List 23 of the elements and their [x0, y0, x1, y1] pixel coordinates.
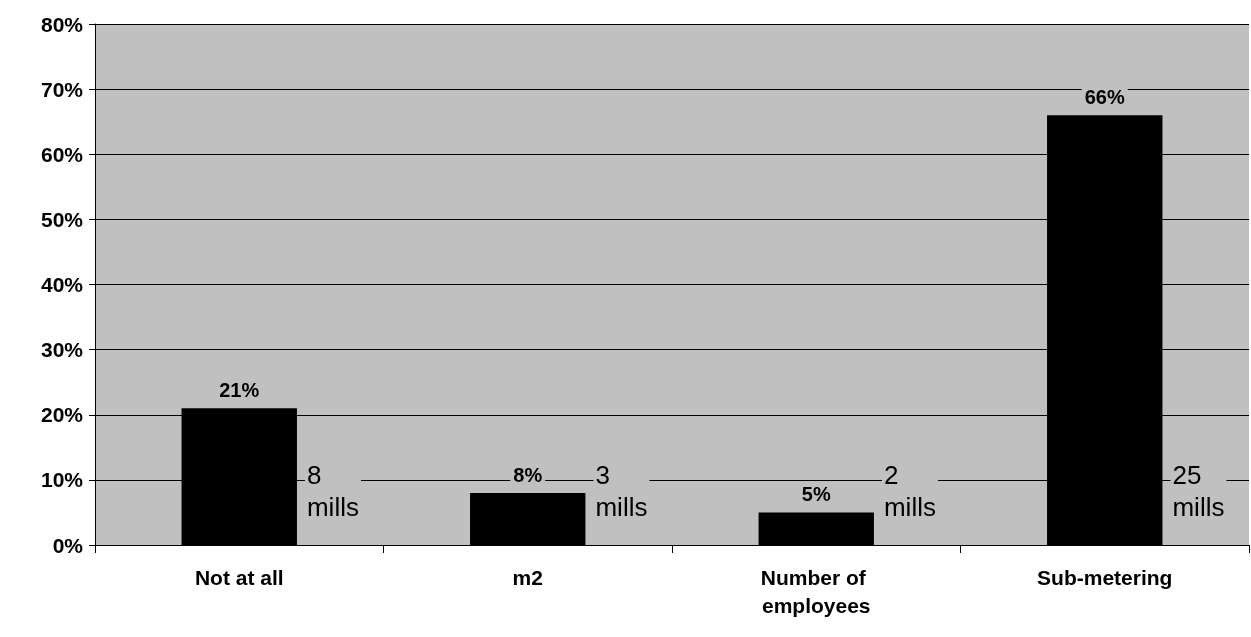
y-tick-label: 80%	[40, 12, 84, 36]
x-tick-label: Number of employees	[760, 565, 872, 617]
annotation: 3 mills	[595, 460, 648, 522]
y-tick-label: 70%	[40, 77, 84, 101]
data-label: 21%	[219, 379, 260, 402]
y-tick-label: 50%	[40, 207, 84, 231]
bar	[470, 492, 586, 545]
y-tick-label: 40%	[40, 273, 84, 296]
x-tick-label: Sub-metering	[1037, 565, 1173, 589]
y-tick-label: 60%	[40, 142, 84, 166]
x-tick-label: Not at all	[194, 565, 284, 589]
annotation: 8 mills	[306, 460, 359, 522]
annotation: 25 mills	[1172, 460, 1225, 522]
data-label: 5%	[801, 483, 831, 506]
y-tick-label: 30%	[40, 338, 84, 362]
bar	[758, 512, 874, 545]
annotation: 2 mills	[883, 460, 936, 522]
x-tick-label: m2	[512, 565, 543, 589]
y-tick-label: 0%	[52, 533, 84, 557]
data-label: 66%	[1084, 86, 1125, 109]
y-tick-label: 20%	[40, 403, 84, 427]
y-tick-label: 10%	[40, 468, 84, 492]
data-label: 8%	[513, 463, 543, 486]
